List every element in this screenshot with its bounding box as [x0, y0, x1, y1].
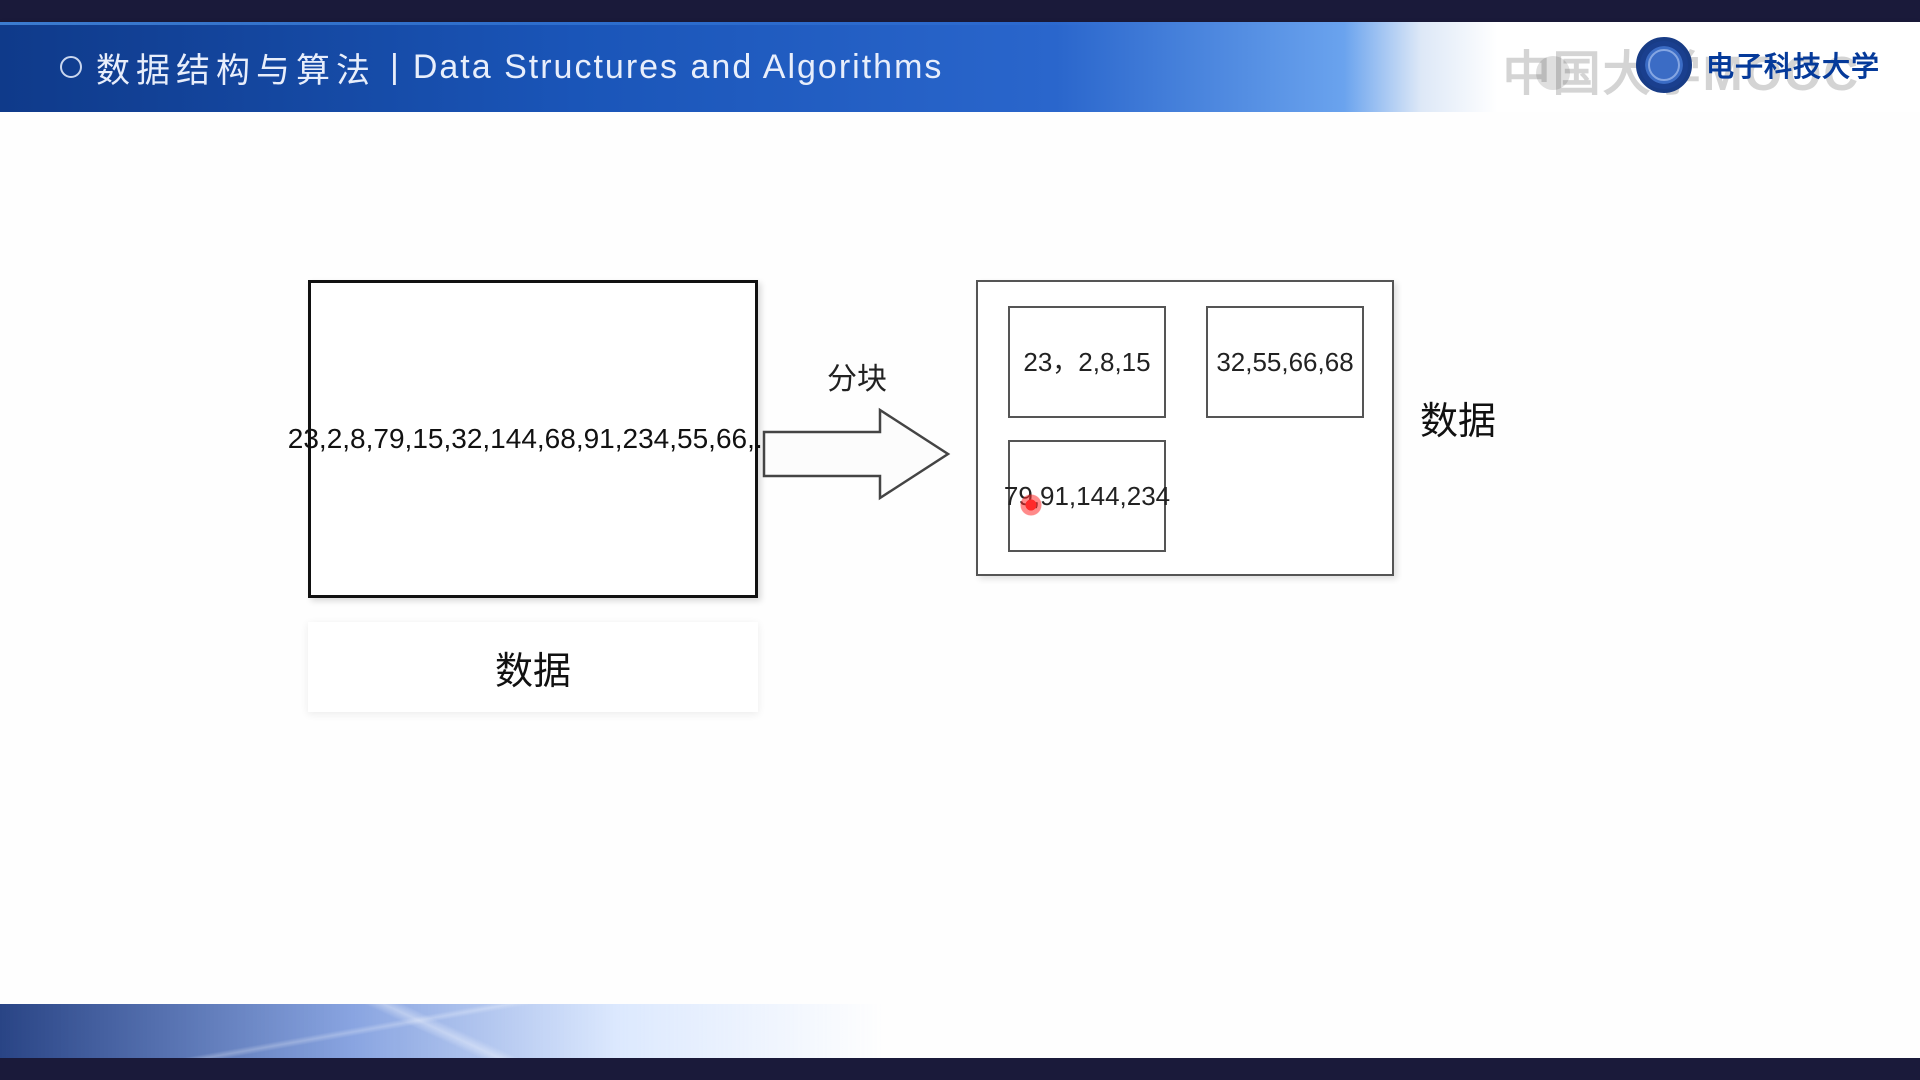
partition-arrow-label: 分块: [827, 354, 887, 398]
frame-top: [0, 0, 1920, 22]
title-separator: |: [390, 48, 399, 87]
source-data-label: 数据: [495, 640, 571, 695]
blocks-label: 数据: [1420, 390, 1496, 445]
footer-decor: [0, 1004, 883, 1058]
frame-bottom: [0, 1058, 1920, 1080]
source-data-box: 23,2,8,79,15,32,144,68,91,234,55,66,...: [308, 280, 758, 598]
slide-body: 23,2,8,79,15,32,144,68,91,234,55,66,... …: [0, 112, 1920, 1058]
university-brand: 电子科技大学: [1636, 30, 1880, 100]
university-name: 电子科技大学: [1706, 45, 1880, 85]
slide-header: 数据结构与算法 | Data Structures and Algorithms: [0, 22, 1920, 112]
course-title-en: Data Structures and Algorithms: [413, 48, 944, 87]
data-block-1: 23，2,8,15: [1008, 306, 1166, 418]
arrow-icon: [762, 404, 952, 504]
data-block-3: 79,91,144,234: [1008, 440, 1166, 552]
source-sequence-text: 23,2,8,79,15,32,144,68,91,234,55,66,...: [288, 419, 778, 460]
header-bullet-icon: [60, 56, 82, 78]
source-data-label-wrap: 数据: [308, 622, 758, 712]
data-block-2: 32,55,66,68: [1206, 306, 1364, 418]
blocks-container: 23，2,8,15 32,55,66,68 79,91,144,234: [976, 280, 1394, 576]
course-title-zh: 数据结构与算法: [96, 43, 376, 92]
partition-arrow: 分块: [762, 364, 952, 504]
university-seal-icon: [1636, 37, 1692, 93]
